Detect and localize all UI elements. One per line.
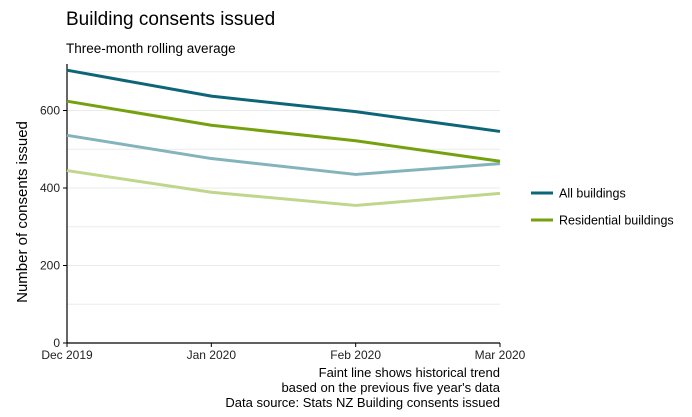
axes: 0 200 400 600 Dec 2019 Jan 2020 Feb 2020 Mar 20… (40, 64, 526, 362)
series-lines (66, 68, 501, 207)
x-tick-label: Feb 2020 (330, 348, 381, 362)
chart-subtitle: Three-month rolling average (66, 41, 236, 56)
y-tick-label: 400 (40, 181, 60, 195)
x-tick-label: Jan 2020 (187, 348, 237, 362)
gridlines (67, 71, 500, 305)
y-tick-label: 0 (53, 336, 60, 350)
x-tick-label: Mar 2020 (475, 348, 526, 362)
y-tick-label: 600 (40, 104, 60, 118)
caption-line: based on the previous five year's data (281, 380, 500, 395)
y-tick-label: 200 (40, 259, 60, 273)
legend: All buildings Residential buildings (531, 187, 674, 228)
caption-line: Data source: Stats NZ Building consents … (225, 395, 500, 410)
historical-trend-line (66, 133, 501, 176)
legend-label: Residential buildings (559, 214, 674, 228)
chart-title: Building consents issued (66, 9, 276, 30)
all-buildings-line (66, 68, 501, 133)
legend-label: All buildings (559, 187, 626, 201)
caption-line: Faint line shows historical trend (319, 365, 500, 380)
historical-trend-line (66, 169, 501, 207)
y-axis-label: Number of consents issued (14, 121, 31, 303)
residential-buildings-line (66, 99, 501, 163)
x-tick-label: Dec 2019 (41, 348, 93, 362)
